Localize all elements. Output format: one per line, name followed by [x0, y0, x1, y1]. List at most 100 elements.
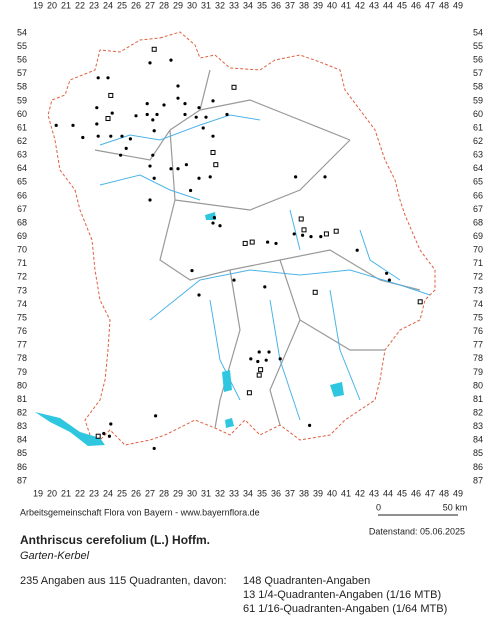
column-label: 21	[61, 0, 71, 10]
column-label: 24	[103, 0, 113, 10]
record-dot	[212, 216, 216, 220]
record-dot	[155, 112, 159, 117]
row-label: 60	[17, 109, 27, 119]
record-dot	[152, 129, 156, 133]
column-label: 35	[257, 0, 267, 10]
breakdown: 148 Quadranten-Angaben	[243, 575, 370, 587]
row-label: 69	[17, 231, 27, 241]
record-square	[246, 390, 252, 396]
column-label: 29	[173, 0, 183, 10]
row-label: 85	[17, 448, 27, 458]
record-dot	[96, 76, 100, 80]
row-label: 85	[473, 448, 483, 458]
row-label: 71	[17, 258, 27, 268]
record-dot	[145, 112, 149, 117]
column-label: 37	[285, 488, 295, 498]
record-dot	[152, 446, 156, 451]
column-label: 37	[285, 0, 295, 10]
record-dot	[204, 115, 208, 119]
record-dot	[119, 153, 123, 157]
scale-end: 50 km	[443, 502, 468, 512]
row-label: 71	[473, 258, 483, 268]
column-label: 49	[453, 488, 463, 498]
record-dot	[109, 134, 113, 138]
record-dot	[208, 175, 212, 179]
column-label: 29	[173, 488, 183, 498]
record-dot	[162, 103, 166, 107]
record-square	[151, 46, 157, 52]
record-dot	[323, 175, 327, 179]
record-dot	[319, 235, 323, 239]
row-label: 67	[473, 204, 483, 214]
record-dot	[134, 114, 138, 118]
row-label: 68	[17, 217, 27, 227]
column-label: 48	[439, 488, 449, 498]
row-label: 57	[17, 68, 27, 78]
record-dot	[301, 233, 305, 237]
column-label: 47	[425, 0, 435, 10]
column-label: 39	[313, 488, 323, 498]
breakdown: 13 1/4-Quadranten-Angaben (1/16 MTB)	[243, 589, 441, 601]
column-label: 20	[47, 0, 57, 10]
column-label: 45	[397, 488, 407, 498]
record-dot	[106, 76, 110, 80]
record-dot	[184, 163, 188, 167]
row-label: 64	[473, 163, 483, 173]
column-label: 34	[243, 0, 253, 10]
row-label: 81	[17, 394, 27, 404]
row-label: 79	[17, 367, 27, 377]
record-square	[301, 227, 307, 233]
row-label: 87	[17, 475, 27, 485]
state-border	[47, 31, 436, 446]
column-label: 31	[201, 488, 211, 498]
record-dot	[257, 350, 261, 354]
column-label: 46	[411, 488, 421, 498]
row-label: 78	[473, 353, 483, 363]
column-label: 32	[215, 0, 225, 10]
record-square	[231, 84, 237, 90]
record-square	[108, 92, 114, 98]
row-label: 63	[17, 150, 27, 160]
row-label: 75	[473, 312, 483, 322]
row-label: 77	[473, 340, 483, 350]
column-label: 20	[47, 488, 57, 498]
column-label: 41	[341, 0, 351, 10]
summary: 235 Angaben aus 115 Quadranten, davon:	[20, 575, 227, 587]
column-label: 43	[369, 0, 379, 10]
row-label: 81	[473, 394, 483, 404]
column-label: 21	[61, 488, 71, 498]
record-dot	[263, 285, 267, 289]
scale-start: 0	[376, 502, 381, 512]
record-dot	[183, 112, 187, 117]
record-dot	[256, 359, 260, 364]
record-square	[258, 367, 264, 373]
row-label: 80	[473, 380, 483, 390]
record-dot	[387, 278, 391, 282]
column-label: 28	[159, 488, 169, 498]
record-dot	[148, 164, 152, 168]
record-dot	[145, 101, 149, 106]
record-dot	[95, 106, 99, 110]
row-label: 59	[17, 95, 27, 105]
record-dot	[107, 434, 111, 438]
row-label: 55	[473, 41, 483, 51]
record-dot	[274, 241, 278, 246]
record-dot	[211, 134, 215, 138]
column-label: 22	[75, 0, 85, 10]
column-label: 36	[271, 488, 281, 498]
row-label: 54	[473, 27, 483, 37]
record-dot	[152, 176, 156, 180]
record-dot	[225, 112, 229, 117]
record-square	[323, 231, 329, 237]
record-dot	[194, 115, 198, 119]
record-dot	[176, 167, 180, 171]
record-square	[312, 289, 318, 295]
record-square	[210, 149, 216, 155]
column-label: 19	[33, 0, 43, 10]
column-label: 38	[299, 488, 309, 498]
column-label: 31	[201, 0, 211, 10]
row-label: 62	[473, 136, 483, 146]
region-border	[94, 69, 421, 429]
row-label: 55	[17, 41, 27, 51]
